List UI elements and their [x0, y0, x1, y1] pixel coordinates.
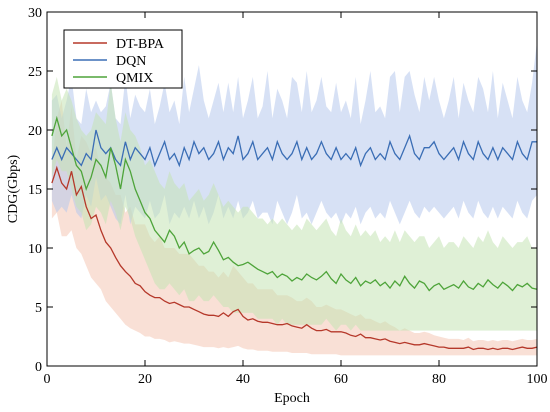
x-tick-label: 20 [138, 372, 152, 387]
x-axis-title: Epoch [274, 391, 310, 406]
legend-label-dqn: DQN [116, 54, 146, 69]
y-tick-label: 15 [28, 183, 42, 198]
y-tick-label: 0 [35, 360, 42, 375]
legend: DT-BPA DQN QMIX [63, 29, 183, 89]
y-tick-label: 25 [28, 65, 42, 80]
x-tick-label: 100 [527, 372, 548, 387]
x-tick-label: 80 [432, 372, 446, 387]
confidence-bands [51, 41, 538, 356]
series-line-qmix [51, 115, 538, 292]
axis-tick-labels: 0 20 40 60 80 100 0 5 10 15 20 25 30 [28, 6, 548, 387]
series-lines [51, 115, 538, 351]
x-tick-label: 60 [334, 372, 348, 387]
band-dqn [51, 41, 538, 225]
y-tick-label: 20 [28, 124, 42, 139]
y-tick-label: 5 [35, 301, 42, 316]
series-line-dt-bpa [51, 165, 538, 351]
x-tick-label: 0 [44, 372, 51, 387]
legend-label-dt-bpa: DT-BPA [116, 37, 165, 52]
band-dt-bpa [51, 100, 538, 356]
y-tick-label: 30 [28, 6, 42, 21]
legend-box [63, 29, 183, 89]
x-tick-label: 40 [236, 372, 250, 387]
y-axis-title: CDG(Gbps) [6, 154, 21, 223]
band-qmix [51, 76, 538, 331]
axis-ticks [46, 11, 538, 367]
y-tick-label: 10 [28, 242, 42, 257]
series-line-dqn [51, 129, 537, 168]
legend-label-qmix: QMIX [116, 71, 153, 86]
